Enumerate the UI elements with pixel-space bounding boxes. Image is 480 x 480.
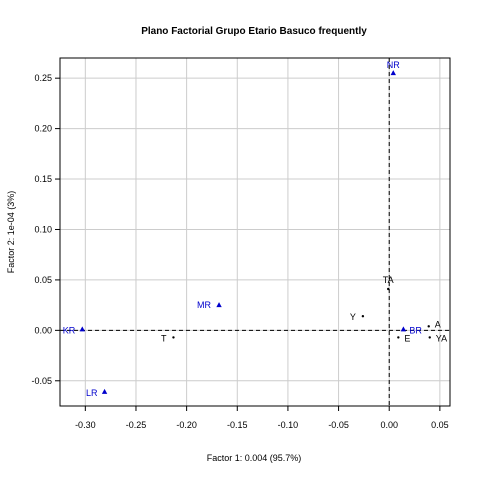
y-tick-label: 0.25 [34,73,52,83]
row-point-label: MR [197,300,211,310]
col-point-marker [397,336,400,339]
row-point-marker [400,326,407,332]
y-tick-label: -0.05 [31,376,52,386]
x-tick-label: -0.15 [227,420,248,430]
x-tick-label: 0.00 [380,420,398,430]
col-point-label: A [435,319,441,329]
y-axis: -0.05 0.00 0.05 0.10 0.15 0.20 0.25 [31,73,60,386]
row-point-marker [390,70,396,76]
plot-frame [59,57,451,407]
col-point-marker [361,315,365,318]
y-axis-label: Factor 2: 1e-04 (3%) [6,191,16,274]
col-point-label: TA [383,275,394,285]
row-point-label: KR [63,325,76,335]
chart-title: Plano Factorial Grupo Etario Basuco freq… [141,26,367,37]
row-point-label: NR [387,60,400,70]
grid-lines [60,58,450,406]
row-point-marker [216,302,222,308]
row-point-marker [79,326,85,332]
col-point-label: T [161,333,167,343]
y-tick-label: 0.20 [34,124,52,134]
col-point-label: YA [436,333,447,343]
col-point-marker [428,336,431,339]
col-point-marker [172,336,175,339]
reference-lines [60,58,450,406]
y-tick-label: 0.15 [34,174,52,184]
row-point-marker [101,388,108,394]
x-tick-label: -0.25 [126,420,147,430]
x-axis: -0.30 -0.25 -0.20 -0.15 -0.10 -0.05 0.00 0.05 [75,406,449,430]
x-tick-label: -0.10 [278,420,299,430]
y-tick-label: 0.10 [34,224,52,234]
col-point-marker [427,325,430,328]
col-point-label: E [404,333,410,343]
row-point-label: LR [86,388,98,398]
x-axis-label: Factor 1: 0.004 (95.7%) [207,453,302,463]
y-tick-label: 0.00 [34,325,52,335]
x-tick-label: -0.20 [176,420,197,430]
x-tick-label: -0.30 [75,420,96,430]
col-point-label: Y [350,312,356,322]
x-tick-label: 0.05 [431,420,449,430]
row-point-label: BR [409,325,422,335]
y-tick-label: 0.05 [34,275,52,285]
x-tick-label: -0.05 [328,420,349,430]
col-point-marker [387,287,390,291]
